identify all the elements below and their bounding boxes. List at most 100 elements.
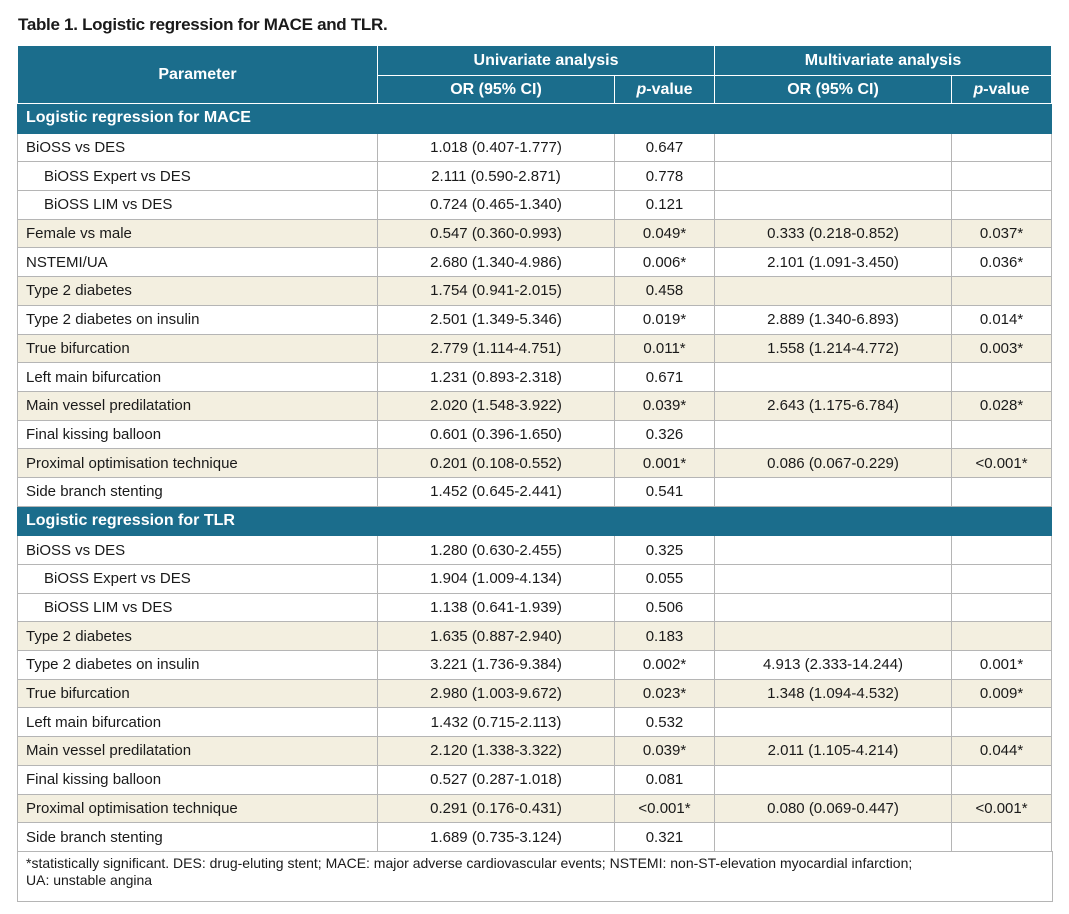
value-cell: 0.541 [614,476,715,507]
value-cell: 3.221 (1.736-9.384) [377,650,615,680]
value-cell: <0.001* [614,793,715,824]
data-row: BiOSS vs DES 1.018 (0.407-1.777) 0.647 [17,132,1053,163]
value-cell: 0.647 [614,132,715,163]
value-cell: 0.201 (0.108-0.552) [377,448,615,478]
value-cell [950,476,1053,507]
value-cell [950,362,1053,392]
value-cell: 0.458 [614,276,715,306]
value-cell: 1.452 (0.645-2.441) [377,476,615,507]
value-cell: 2.111 (0.590-2.871) [377,161,615,192]
value-cell: 2.120 (1.338-3.322) [377,736,615,766]
value-cell: 0.724 (0.465-1.340) [377,190,615,220]
value-cell: 0.532 [614,707,715,738]
value-cell: 0.039* [614,390,715,421]
value-cell: 2.020 (1.548-3.922) [377,390,615,421]
data-row: Left main bifurcation 1.231 (0.893-2.318)… [17,362,1053,392]
value-cell [950,276,1053,306]
footnote: *statistically significant. DES: drug-el… [17,851,1053,902]
value-cell: 0.001* [950,650,1053,680]
value-cell: 1.231 (0.893-2.318) [377,362,615,392]
section-title: Logistic regression for MACE [16,103,1053,134]
value-cell: 2.501 (1.349-5.346) [377,304,615,335]
value-cell [950,621,1053,652]
value-cell: 0.321 [614,822,715,852]
value-cell: 0.081 [614,764,715,795]
value-cell: 1.138 (0.641-1.939) [377,592,615,623]
value-cell: 0.014* [950,304,1053,335]
value-cell: 0.778 [614,161,715,192]
value-cell: 1.280 (0.630-2.455) [377,535,615,565]
value-cell: 4.913 (2.333-14.244) [714,650,952,680]
value-cell: 0.527 (0.287-1.018) [377,764,615,795]
parameter-cell: Main vessel predilatation [17,736,378,766]
value-cell: 0.002* [614,650,715,680]
value-cell [950,161,1053,192]
footnote-line: UA: unstable angina [26,872,153,888]
value-cell: 0.019* [614,304,715,335]
parameter-cell: Main vessel predilatation [17,390,378,421]
header-cell: p-value [950,75,1053,104]
value-cell: 0.028* [950,390,1053,421]
parameter-cell: Left main bifurcation [17,707,378,738]
value-cell: 0.086 (0.067-0.229) [714,448,952,478]
value-cell: 0.011* [614,333,715,364]
value-cell [714,161,952,192]
value-cell [950,764,1053,795]
value-cell [950,535,1053,565]
value-cell: <0.001* [950,793,1053,824]
value-cell: 1.689 (0.735-3.124) [377,822,615,852]
footnote-line: *statistically significant. DES: drug-el… [26,855,913,871]
value-cell [714,190,952,220]
value-cell: 1.904 (1.009-4.134) [377,564,615,594]
data-row: Main vessel predilatation 2.120 (1.338-3.… [17,736,1053,766]
parameter-cell: BiOSS Expert vs DES [17,161,378,192]
value-cell: 0.080 (0.069-0.447) [714,793,952,824]
parameter-cell: Proximal optimisation technique [17,793,378,824]
data-row: Final kissing balloon 0.601 (0.396-1.650)… [17,419,1053,450]
parameter-cell: Type 2 diabetes [17,621,378,652]
value-cell: 0.055 [614,564,715,594]
value-cell: 1.348 (1.094-4.532) [714,678,952,709]
data-row: Side branch stenting 1.452 (0.645-2.441) 0… [17,476,1053,507]
value-cell: 0.003* [950,333,1053,364]
value-cell: 0.325 [614,535,715,565]
data-row: Female vs male 0.547 (0.360-0.993) 0.049* 0… [17,218,1053,249]
value-cell [714,822,952,852]
header-cell: p-value [614,75,715,104]
value-cell: 0.009* [950,678,1053,709]
value-cell: 0.006* [614,247,715,278]
value-cell [714,707,952,738]
value-cell [714,535,952,565]
parameter-cell: Side branch stenting [17,822,378,852]
header-cell: Multivariate analysis [713,45,1053,76]
parameter-cell: Type 2 diabetes [17,276,378,306]
parameter-cell: Type 2 diabetes on insulin [17,304,378,335]
value-cell: 0.044* [950,736,1053,766]
value-cell: 0.036* [950,247,1053,278]
regression-table: Parameter Univariate analysis Multivaria… [16,45,1053,852]
data-row: Left main bifurcation 1.432 (0.715-2.113)… [17,707,1053,738]
header-cell: OR (95% CI) [377,75,615,104]
value-cell: <0.001* [950,448,1053,478]
header-cell: Parameter [17,45,378,104]
parameter-cell: True bifurcation [17,678,378,709]
value-cell [714,476,952,507]
section-row: Logistic regression for TLR [16,505,1053,537]
value-cell: 0.506 [614,592,715,623]
parameter-cell: Left main bifurcation [17,362,378,392]
value-cell: 0.333 (0.218-0.852) [714,218,952,249]
parameter-cell: Side branch stenting [17,476,378,507]
data-row: Proximal optimisation technique 0.291 (0.… [17,793,1053,824]
data-row: True bifurcation 2.779 (1.114-4.751) 0.011… [17,333,1053,364]
value-cell: 0.671 [614,362,715,392]
data-row: BiOSS Expert vs DES 2.111 (0.590-2.871) 0.… [17,161,1053,192]
parameter-cell: Final kissing balloon [17,764,378,795]
value-cell [714,132,952,163]
parameter-cell: BiOSS vs DES [17,132,378,163]
value-cell: 0.023* [614,678,715,709]
data-row: Main vessel predilatation 2.020 (1.548-3.… [17,390,1053,421]
value-cell: 2.779 (1.114-4.751) [377,333,615,364]
value-cell: 1.635 (0.887-2.940) [377,621,615,652]
data-row: BiOSS Expert vs DES 1.904 (1.009-4.134) 0.… [17,564,1053,594]
